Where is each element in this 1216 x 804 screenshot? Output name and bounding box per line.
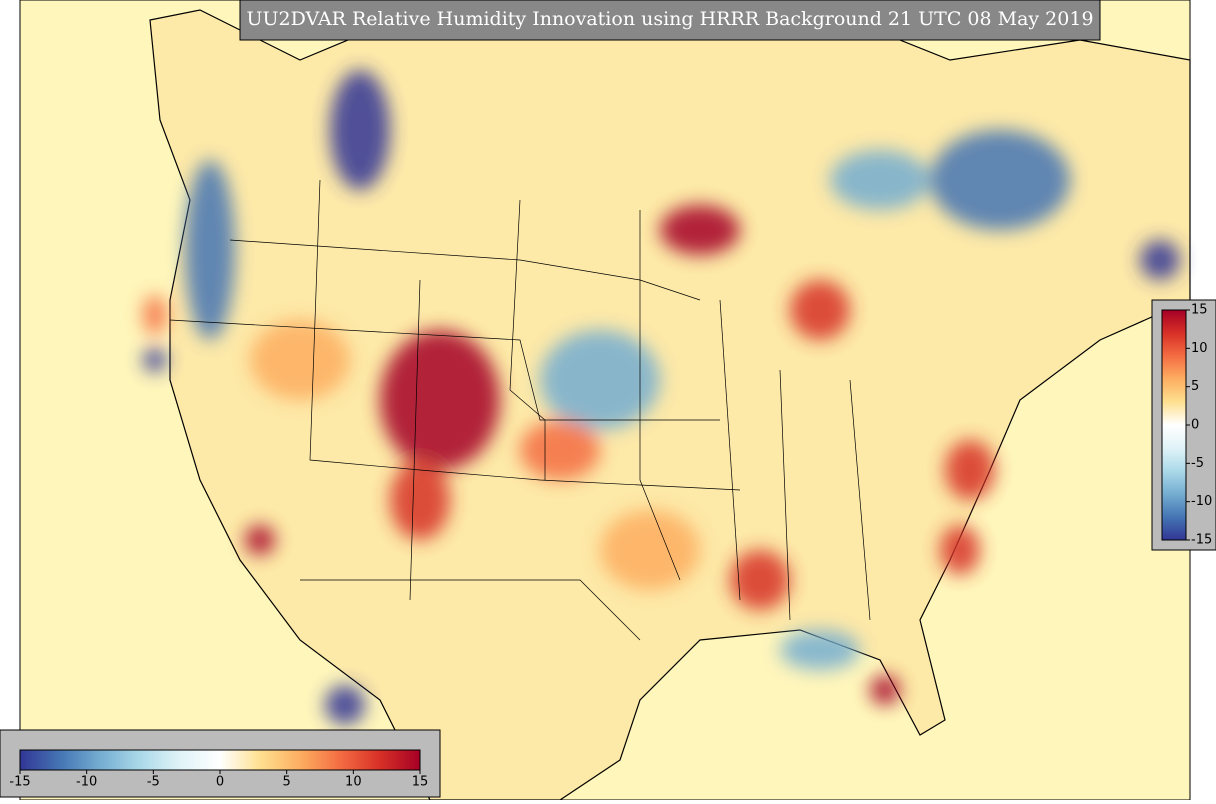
colorbar-tick-label: 10 <box>1191 341 1208 356</box>
colorbar-tick-label: 15 <box>1191 303 1208 318</box>
colorbar-tick-label: -15 <box>9 775 30 790</box>
colorbar-tick-label: -15 <box>1191 533 1212 548</box>
colorbar-tick-label: 5 <box>1191 379 1199 394</box>
colorbar-tick-label: 10 <box>345 775 362 790</box>
map-title: UU2DVAR Relative Humidity Innovation usi… <box>246 8 1093 30</box>
state-borders <box>169 179 871 641</box>
colorbar-tick-label: 0 <box>216 775 224 790</box>
colorbar-tick-label: 5 <box>283 775 291 790</box>
colorbar-tick-label: -10 <box>76 775 97 790</box>
title-box <box>239 0 1101 41</box>
humidity-field <box>143 70 1180 725</box>
colorbar <box>19 749 421 771</box>
colorbar-tick-label: -10 <box>1191 494 1212 509</box>
colorbar-tick-label: 0 <box>1191 418 1199 433</box>
colorbar-tick-label: 15 <box>412 775 429 790</box>
colorbar <box>1161 309 1187 541</box>
colorbar-tick-label: -5 <box>1191 456 1204 471</box>
colorbar-tick-label: -5 <box>147 775 160 790</box>
